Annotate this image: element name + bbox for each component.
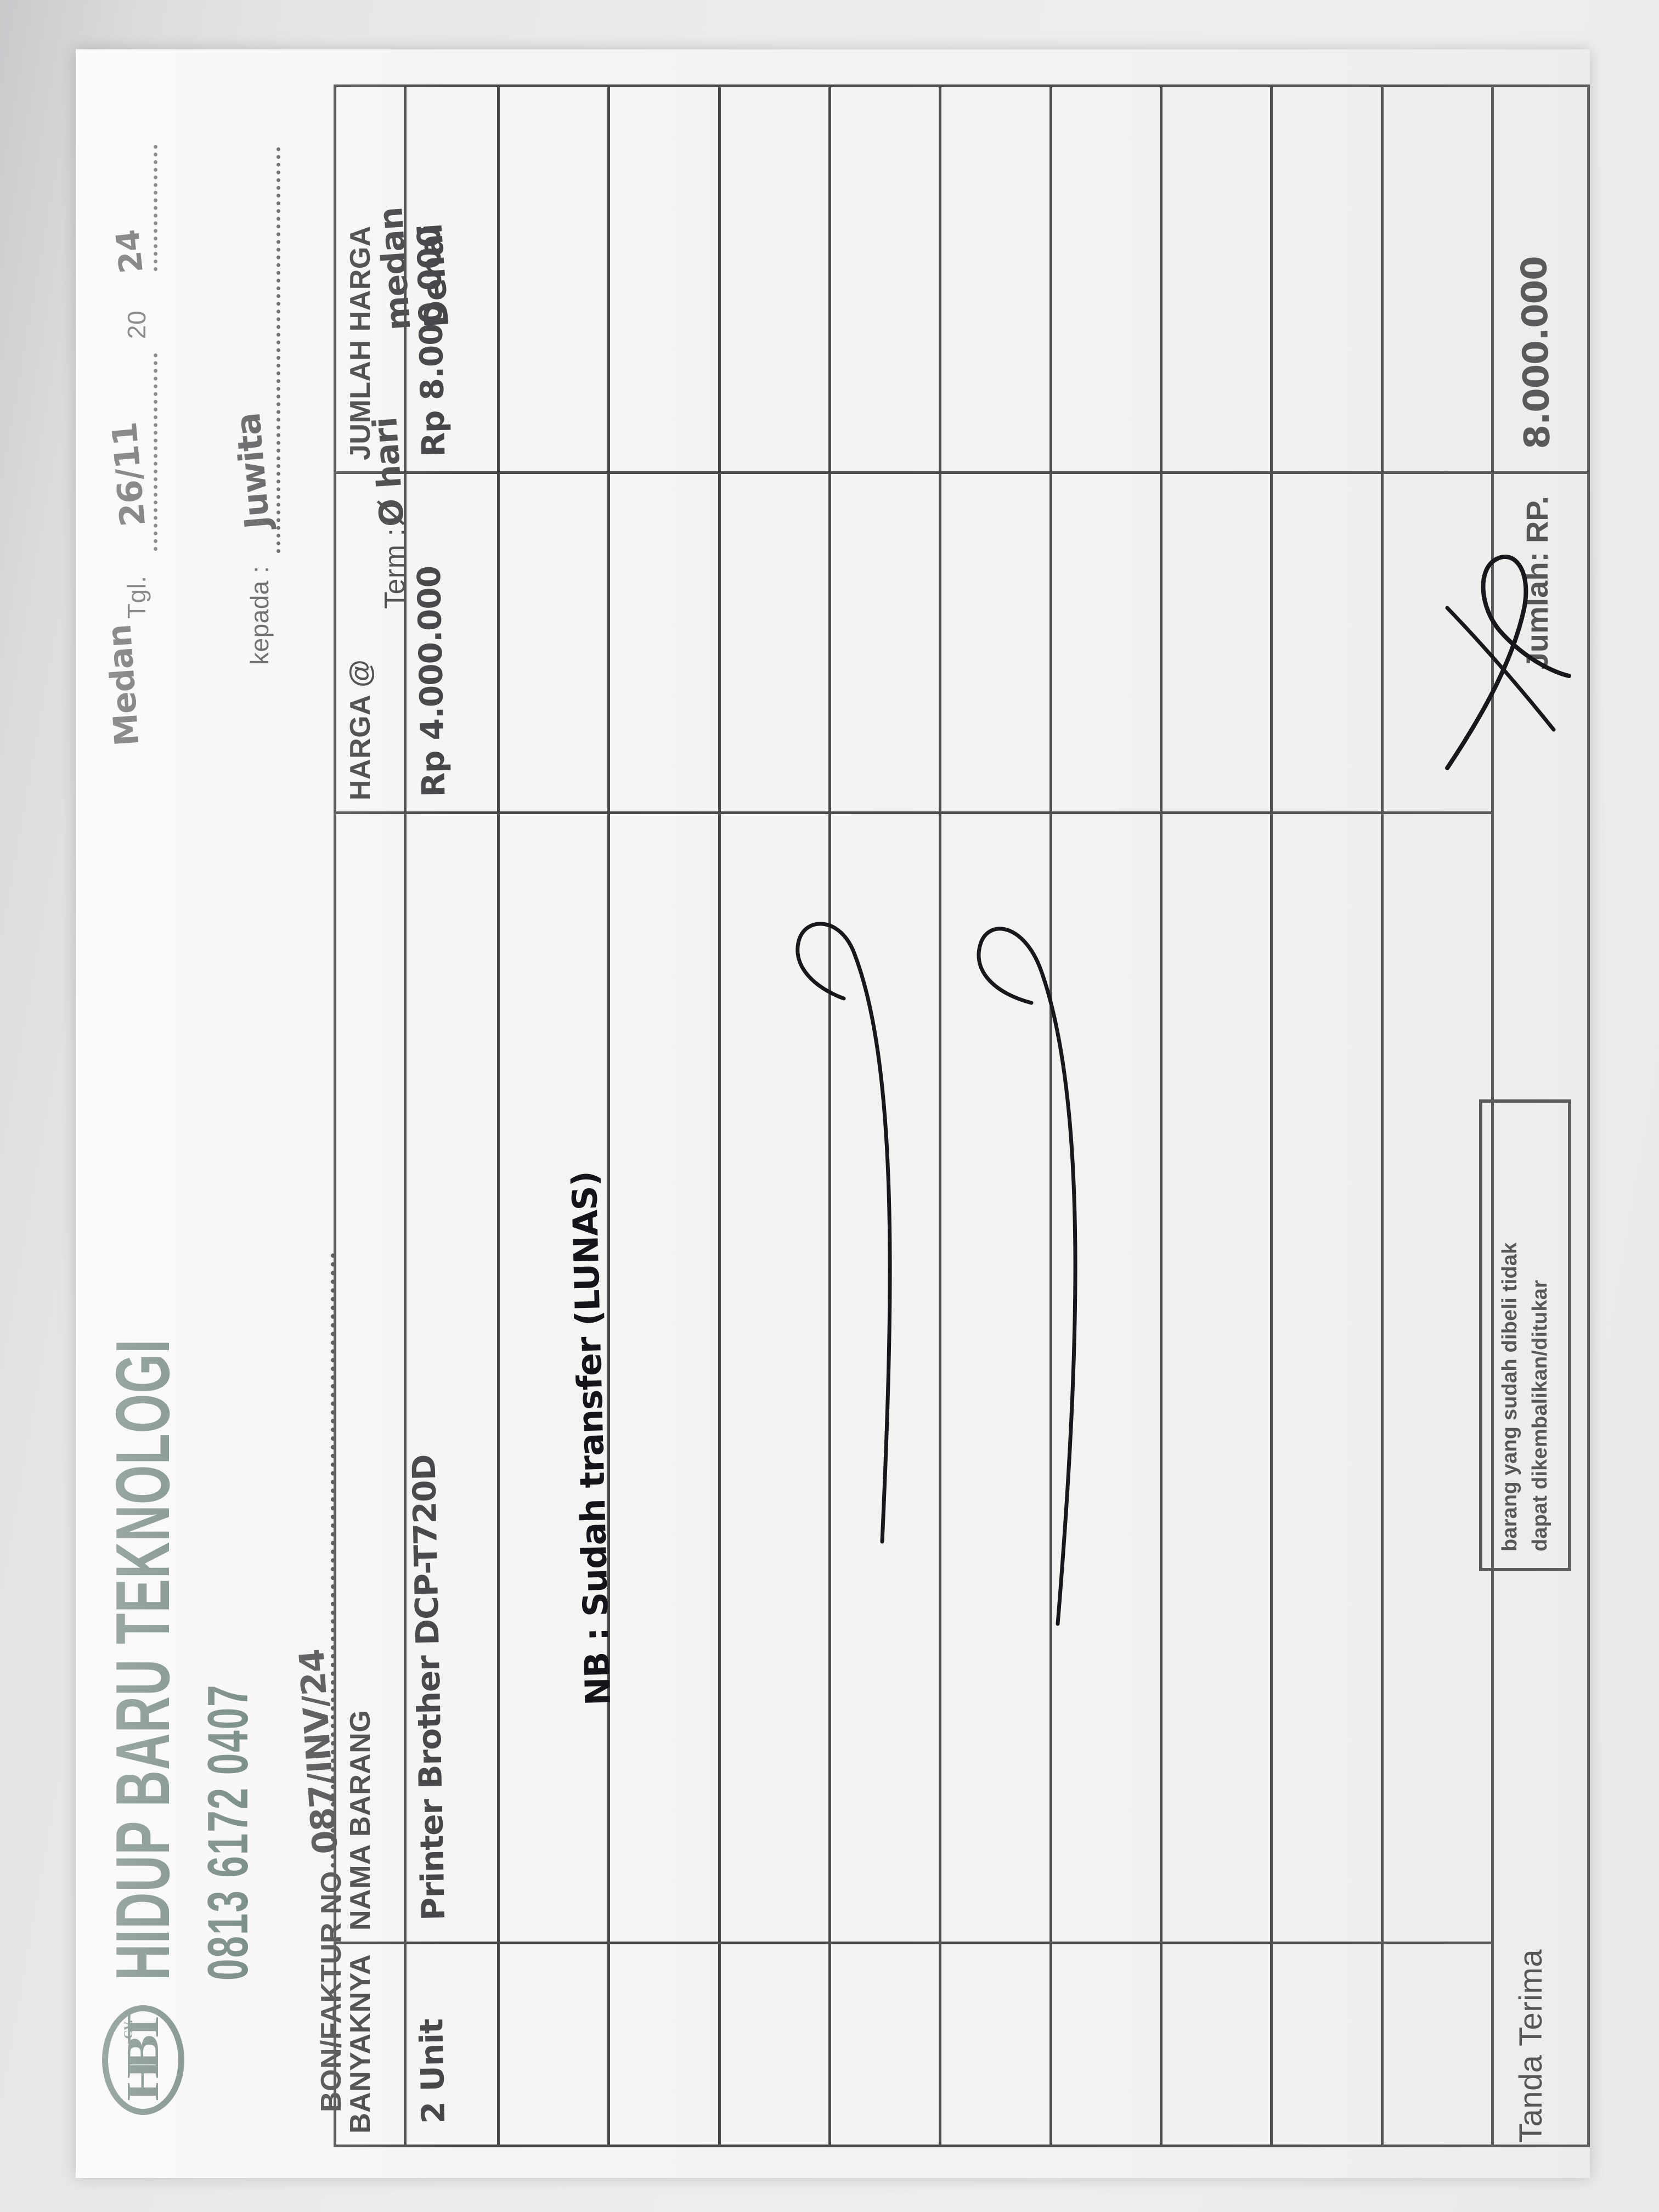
cell-banyaknya-empty xyxy=(831,1942,939,2145)
cell-jumlah-harga-empty xyxy=(1384,87,1491,471)
cell-nama-barang-empty xyxy=(610,811,718,1942)
disclaimer-box: barang yang sudah dibeli tidak dapat dik… xyxy=(1479,1099,1571,1571)
cell-nama-barang-empty xyxy=(941,811,1049,1942)
cell-nama-barang-empty xyxy=(1162,811,1271,1942)
cell-harga-empty xyxy=(1052,471,1160,811)
table-row-empty xyxy=(1383,87,1491,2145)
cell-jumlah-harga-empty xyxy=(610,87,718,471)
year-prefix-label: 20 xyxy=(122,310,151,339)
logo-oval-icon: HBT CV. xyxy=(102,2005,184,2115)
cell-harga-empty xyxy=(1273,471,1381,811)
value-harga: Rp 4.000.000 xyxy=(410,566,453,798)
logo-cv-label: CV. xyxy=(121,2020,135,2039)
value-jumlah-harga: Rp 8.000.000 xyxy=(410,225,453,458)
table-row-empty xyxy=(610,87,721,2145)
cell-banyaknya-empty xyxy=(720,1942,828,2145)
invoice-meta: Medan Tgl. 26/11 20 24 kepada : Juwita T… xyxy=(100,99,456,747)
header-cell-harga: HARGA @ xyxy=(336,471,404,811)
cell-banyaknya-empty xyxy=(1273,1942,1381,2145)
cell-jumlah-harga-empty xyxy=(831,87,939,471)
handwritten-city: Medan xyxy=(100,623,147,748)
cell-jumlah-harga-empty xyxy=(941,87,1049,471)
table-row-empty xyxy=(1273,87,1384,2145)
cell-nama-barang-empty xyxy=(1273,811,1381,1942)
total-label: Jumlah: RP. xyxy=(1520,496,1554,670)
total-value-cell: 8.000.000 xyxy=(1494,87,1587,471)
cell-nama-barang-empty xyxy=(1383,811,1491,1942)
table-row: 2 Unit Printer Brother DCP-T720D NB : Su… xyxy=(405,87,618,2145)
header-label-nama-barang: NAMA BARANG xyxy=(345,1709,376,1931)
disclaimer-line-1: barang yang sudah dibeli tidak xyxy=(1498,1242,1521,1551)
table-row-empty xyxy=(500,87,611,2145)
header-label-jumlah-harga: JUMLAH HARGA xyxy=(345,225,376,460)
table-row-empty xyxy=(1052,87,1163,2145)
cell-jumlah-harga: Rp 8.000.000 xyxy=(407,87,497,471)
header-label-banyaknya: BANYAKNYA xyxy=(345,1954,376,2134)
cell-banyaknya-empty xyxy=(1052,1942,1160,2145)
cell-jumlah-harga-empty xyxy=(1273,87,1380,471)
cell-banyaknya: 2 Unit xyxy=(407,1942,497,2145)
cell-harga-empty xyxy=(1383,471,1491,811)
table-row-empty xyxy=(720,87,831,2145)
cell-nama-barang-empty xyxy=(1052,811,1160,1942)
date-label: Tgl. xyxy=(122,575,151,619)
company-identity: HIDUP BARU TEKNOLOGI 0813 6172 0407 xyxy=(100,1312,259,1980)
table-row-empty xyxy=(941,87,1052,2145)
cell-harga: Rp 4.000.000 xyxy=(407,471,497,811)
year-dotted-line xyxy=(154,145,157,271)
meta-recipient-row: kepada : Juwita xyxy=(174,99,280,746)
table-row-empty xyxy=(831,87,942,2145)
header-cell-banyaknya: BANYAKNYA xyxy=(336,1942,404,2145)
cell-banyaknya-empty xyxy=(610,1942,718,2145)
cell-harga-empty xyxy=(941,471,1049,811)
cell-jumlah-harga-empty xyxy=(500,87,607,471)
cell-harga-empty xyxy=(500,471,608,811)
cell-banyaknya-empty xyxy=(941,1942,1049,2145)
handwritten-date: 26/11 xyxy=(104,420,154,528)
cell-banyaknya-empty xyxy=(1162,1942,1271,2145)
cell-harga-empty xyxy=(720,471,828,811)
meta-term-row: Term : Ø hari medan Denai xyxy=(235,99,456,746)
receipt-header: HBT CV. HIDUP BARU TEKNOLOGI 0813 6172 0… xyxy=(98,82,456,2145)
cell-nama-barang-empty xyxy=(831,811,939,1942)
company-phone: 0813 6172 0407 xyxy=(196,1684,260,1980)
table-row-empty xyxy=(1162,87,1273,2145)
cell-jumlah-harga-empty xyxy=(1163,87,1270,471)
invoice-table: BANYAKNYA NAMA BARANG HARGA @ JUMLAH HAR… xyxy=(334,84,1491,2147)
cell-nama-barang-empty xyxy=(720,811,828,1942)
disclaimer-line-2: dapat dikembalikan/ditukar xyxy=(1528,1279,1551,1551)
cell-harga-empty xyxy=(610,471,718,811)
cell-harga-empty xyxy=(831,471,939,811)
cell-banyaknya-empty xyxy=(500,1942,608,2145)
header-cell-jumlah-harga: JUMLAH HARGA xyxy=(336,87,404,471)
cell-jumlah-harga-empty xyxy=(721,87,828,471)
handwritten-year: 24 xyxy=(109,228,150,275)
cell-jumlah-harga-empty xyxy=(1052,87,1160,471)
company-logo: HBT CV. xyxy=(102,1997,184,2123)
tanda-terima-label: Tanda Terima xyxy=(1513,1949,1549,2143)
company-name: HIDUP BARU TEKNOLOGI xyxy=(100,1339,186,1980)
value-banyaknya: 2 Unit xyxy=(413,2018,453,2124)
handwritten-total-value: 8.000.000 xyxy=(1514,256,1559,450)
header-label-harga: HARGA @ xyxy=(345,659,376,800)
date-dotted-line xyxy=(154,353,157,551)
cell-harga-empty xyxy=(1162,471,1271,811)
receipt-rotator: HBT CV. HIDUP BARU TEKNOLOGI 0813 6172 0… xyxy=(76,49,1590,2178)
meta-date-row: Medan Tgl. 26/11 20 24 xyxy=(100,99,174,747)
receipt-sheet: HBT CV. HIDUP BARU TEKNOLOGI 0813 6172 0… xyxy=(76,49,1590,2178)
cell-banyaknya-empty xyxy=(1383,1942,1491,2145)
cell-nama-barang: Printer Brother DCP-T720D NB : Sudah tra… xyxy=(405,811,618,1942)
